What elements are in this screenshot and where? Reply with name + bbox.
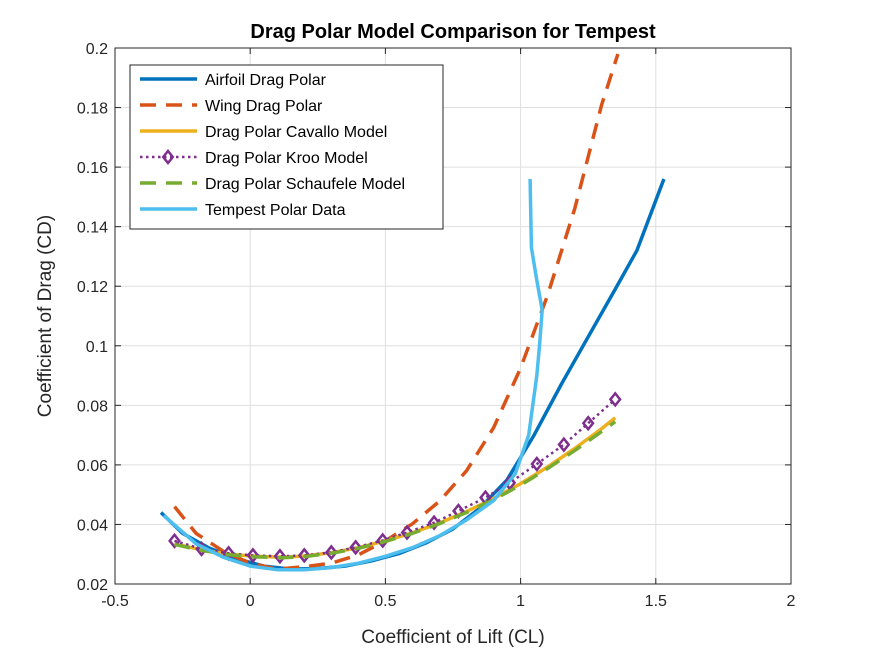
- y-tick-label: 0.2: [86, 41, 108, 58]
- y-tick-label: 0.12: [77, 279, 108, 296]
- legend-marker: [161, 148, 175, 166]
- data-point: [427, 514, 441, 531]
- x-tick-label: 0: [246, 593, 255, 610]
- legend-item: Drag Polar Cavallo Model: [140, 124, 387, 141]
- series-5: [162, 178, 544, 572]
- legend-item: Drag Polar Kroo Model: [140, 148, 368, 167]
- legend-item: Wing Drag Polar: [140, 98, 323, 115]
- x-axis-label: Coefficient of Lift (CL): [361, 627, 544, 648]
- legend: Airfoil Drag Polar Wing Drag Polar Drag Po…: [129, 64, 444, 230]
- series-line: [162, 178, 544, 572]
- chart-title: Drag Polar Model Comparison for Tempest: [250, 21, 656, 43]
- series-line: [173, 53, 620, 571]
- legend-item: Tempest Polar Data: [140, 202, 346, 219]
- data-point: [400, 524, 414, 541]
- data-point: [324, 544, 338, 561]
- data-point: [168, 532, 181, 549]
- y-tick-label: 0.02: [77, 577, 108, 594]
- x-tick-label: 1.5: [645, 593, 667, 610]
- plot-frame: [114, 47, 792, 585]
- y-tick-label: 0.14: [77, 220, 108, 237]
- data-point: [246, 547, 260, 564]
- legend-label: Drag Polar Schaufele Model: [205, 176, 405, 193]
- series-line: [174, 398, 617, 558]
- legend-label: Airfoil Drag Polar: [205, 72, 327, 89]
- tick-labels: -0.5 0 0.5 1 1.5 2 0.02 0.04 0.06 0.08 0.1 0.12 0.14…: [77, 41, 796, 610]
- data-point: [557, 436, 571, 453]
- series-1: [173, 53, 620, 571]
- x-tick-label: 0.5: [374, 593, 396, 610]
- data-point: [273, 548, 287, 565]
- y-tick-label: 0.18: [77, 101, 108, 118]
- y-tick-label: 0.04: [77, 517, 108, 534]
- series-4: [174, 420, 617, 560]
- legend-label: Drag Polar Cavallo Model: [205, 124, 387, 141]
- data-point: [581, 415, 595, 432]
- series-layer: [159, 53, 666, 572]
- y-tick-label: 0.1: [86, 339, 108, 356]
- tick-marks: [114, 47, 792, 585]
- legend-label: Tempest Polar Data: [205, 202, 346, 219]
- legend-item: Drag Polar Schaufele Model: [140, 176, 405, 193]
- legend-box: [129, 64, 444, 230]
- y-axis-label: Coefficient of Drag (CD): [35, 215, 56, 417]
- y-tick-label: 0.08: [77, 398, 108, 415]
- y-tick-label: 0.16: [77, 160, 108, 177]
- data-point: [608, 391, 622, 408]
- legend-label: Drag Polar Kroo Model: [205, 150, 368, 167]
- data-point: [376, 532, 390, 549]
- data-point: [503, 474, 517, 491]
- legend-label: Wing Drag Polar: [205, 98, 323, 115]
- x-tick-label: 2: [787, 593, 796, 610]
- x-tick-label: -0.5: [101, 593, 129, 610]
- data-point: [530, 455, 544, 472]
- series-line: [174, 420, 617, 560]
- data-point: [349, 539, 363, 556]
- y-tick-label: 0.06: [77, 458, 108, 475]
- data-point: [297, 547, 311, 564]
- x-tick-label: 1: [516, 593, 525, 610]
- legend-item: Airfoil Drag Polar: [140, 72, 327, 89]
